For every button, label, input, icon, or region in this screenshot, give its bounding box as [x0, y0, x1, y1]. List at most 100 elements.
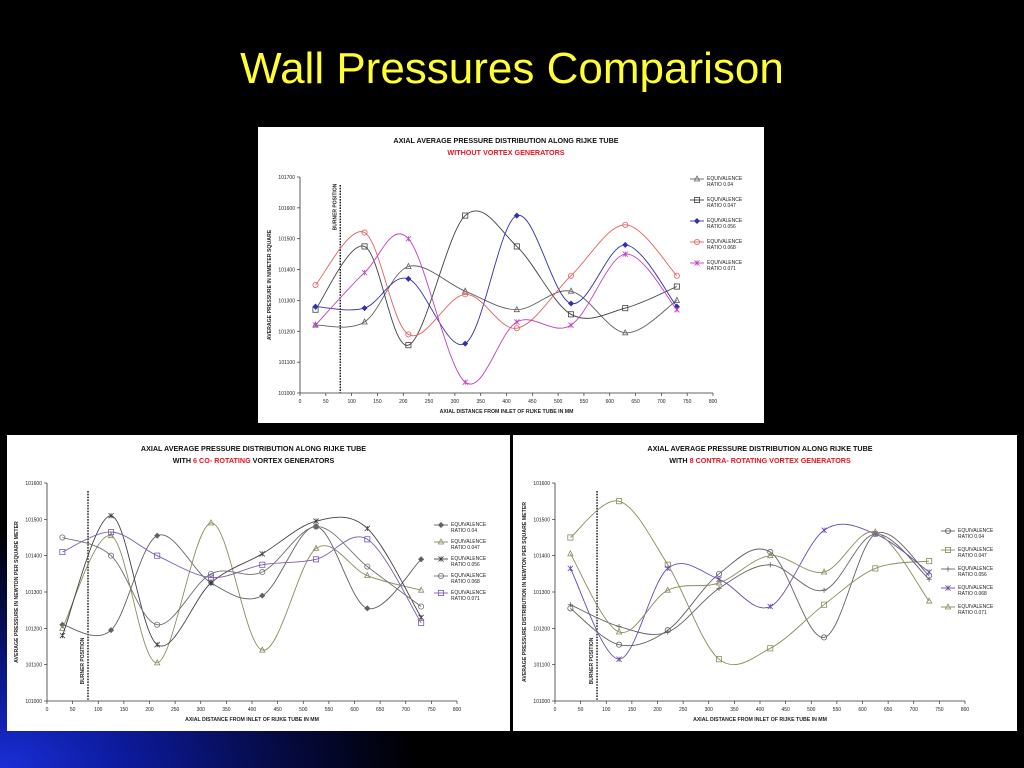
series-line	[570, 500, 930, 666]
legend-label-line-2: RATIO 0.04	[451, 528, 477, 534]
legend-label-line-1: EQUIVALENCE	[707, 176, 743, 182]
y-tick-label: 101600	[278, 206, 295, 212]
legend-label: EQUIVALENCE RATIO 0.056	[958, 566, 994, 578]
x-tick-label: 500	[807, 707, 816, 713]
data-point	[673, 283, 680, 290]
series-5	[567, 528, 933, 635]
legend-label: EQUIVALENCE RATIO 0.068	[707, 239, 743, 251]
data-point	[615, 628, 623, 635]
data-point	[364, 525, 371, 532]
legend-label: EQUIVALENCE RATIO 0.04	[451, 522, 487, 534]
y-axis-label: AVERAGE PRESSURE DISTRIBUTION IN NEWTON …	[522, 502, 528, 682]
legend-entry: EQUIVALENCE RATIO 0.04	[941, 528, 994, 540]
legend-entry: EQUIVALENCE RATIO 0.056	[434, 556, 487, 568]
y-tick-label: 101400	[25, 554, 42, 560]
data-point	[926, 576, 932, 582]
legend-entry: EQUIVALENCE RATIO 0.04	[690, 175, 743, 188]
legend-label-line-2: RATIO 0.04	[707, 182, 733, 188]
chart-contra-rotating: AXIAL AVERAGE PRESSURE DISTRIBUTION ALON…	[522, 444, 994, 723]
data-point	[925, 597, 933, 604]
x-tick-label: 50	[70, 707, 76, 713]
data-point	[567, 287, 575, 294]
series-5	[312, 233, 680, 386]
data-point	[622, 251, 629, 258]
series-line	[62, 522, 422, 664]
series-line	[570, 531, 930, 647]
data-point	[821, 601, 828, 608]
x-tick-label: 300	[197, 707, 206, 713]
data-point	[364, 571, 371, 579]
x-tick-label: 750	[683, 399, 692, 405]
data-point	[154, 641, 161, 648]
data-point	[153, 658, 161, 666]
y-tick-label: 101000	[533, 699, 550, 705]
data-point	[872, 528, 879, 535]
series-line	[315, 210, 678, 346]
data-point	[405, 331, 412, 338]
data-point	[259, 561, 266, 568]
legend-swatch-marker	[693, 239, 700, 246]
data-point	[405, 235, 412, 242]
series-1	[567, 530, 933, 648]
legend-swatch-marker	[437, 521, 445, 529]
series-line	[315, 265, 678, 334]
x-tick-label: 50	[323, 399, 329, 405]
data-point	[567, 602, 573, 608]
legend-label: EQUIVALENCE RATIO 0.068	[451, 573, 487, 585]
legend-label-line-1: EQUIVALENCE	[958, 528, 994, 534]
x-tick-label: 150	[373, 399, 382, 405]
chart-panel-without-vortex: AXIAL AVERAGE PRESSURE DISTRIBUTION ALON…	[258, 127, 764, 423]
x-tick-label: 800	[453, 707, 462, 713]
data-point	[462, 340, 469, 347]
y-tick-label: 101200	[533, 626, 550, 632]
x-tick-label: 0	[299, 399, 302, 405]
data-point	[716, 585, 722, 591]
legend-entry: EQUIVALENCE RATIO 0.047	[434, 538, 487, 551]
legend-label-line-1: EQUIVALENCE	[707, 239, 743, 245]
y-tick-label: 101000	[25, 699, 42, 705]
y-tick-label: 101600	[25, 481, 42, 487]
x-tick-label: 150	[120, 707, 129, 713]
data-point	[872, 565, 879, 572]
legend-label-line-2: RATIO 0.068	[707, 245, 736, 251]
legend-label: EQUIVALENCE RATIO 0.056	[707, 218, 743, 230]
x-tick-label: 200	[145, 707, 154, 713]
data-point	[568, 300, 575, 307]
legend-label-line-2: RATIO 0.068	[958, 591, 987, 597]
subtitle-part-0: WITH	[173, 456, 193, 465]
y-tick-label: 101300	[25, 590, 42, 596]
data-point	[59, 534, 66, 541]
data-point	[567, 565, 574, 572]
data-point	[207, 570, 214, 577]
slide-title: Wall Pressures Comparison	[240, 44, 784, 93]
legend-label: EQUIVALENCE RATIO 0.056	[451, 556, 487, 568]
legend-label-line-2: RATIO 0.047	[958, 553, 987, 559]
burner-position-label: BURNER POSITION	[332, 183, 338, 230]
legend-label: EQUIVALENCE RATIO 0.04	[707, 176, 743, 188]
y-tick-label: 101400	[278, 268, 295, 274]
y-tick-label: 101200	[25, 626, 42, 632]
data-point	[513, 212, 520, 219]
data-point	[568, 311, 575, 318]
y-axis-label: AVERAGE PRESSURE IN NEWTON PER SQUARE ME…	[14, 521, 20, 663]
x-tick-label: 750	[427, 707, 436, 713]
data-point	[364, 605, 371, 612]
data-point	[417, 586, 425, 593]
legend-swatch-marker	[693, 175, 701, 182]
data-point	[361, 318, 368, 325]
x-tick-label: 800	[961, 707, 970, 713]
legend-entry: EQUIVALENCE RATIO 0.056	[941, 566, 994, 578]
legend-label-line-2: RATIO 0.056	[451, 562, 480, 568]
series-line	[61, 515, 422, 647]
data-point	[616, 641, 623, 648]
chart-subtitle: WITH 8 CONTRA- ROTATING VORTEX GENERATOR…	[669, 456, 851, 465]
y-axis-label: AVERAGE PRESSURE IN N/METER SQUARE	[267, 229, 273, 340]
series-line	[315, 224, 678, 337]
legend-label-line-2: RATIO 0.071	[451, 596, 480, 602]
data-point	[361, 243, 368, 250]
chart-title: AXIAL AVERAGE PRESSURE DISTRIBUTION ALON…	[141, 444, 366, 453]
data-point	[108, 552, 115, 559]
series-4	[59, 523, 425, 628]
series-2	[59, 519, 425, 666]
data-point	[418, 603, 425, 610]
